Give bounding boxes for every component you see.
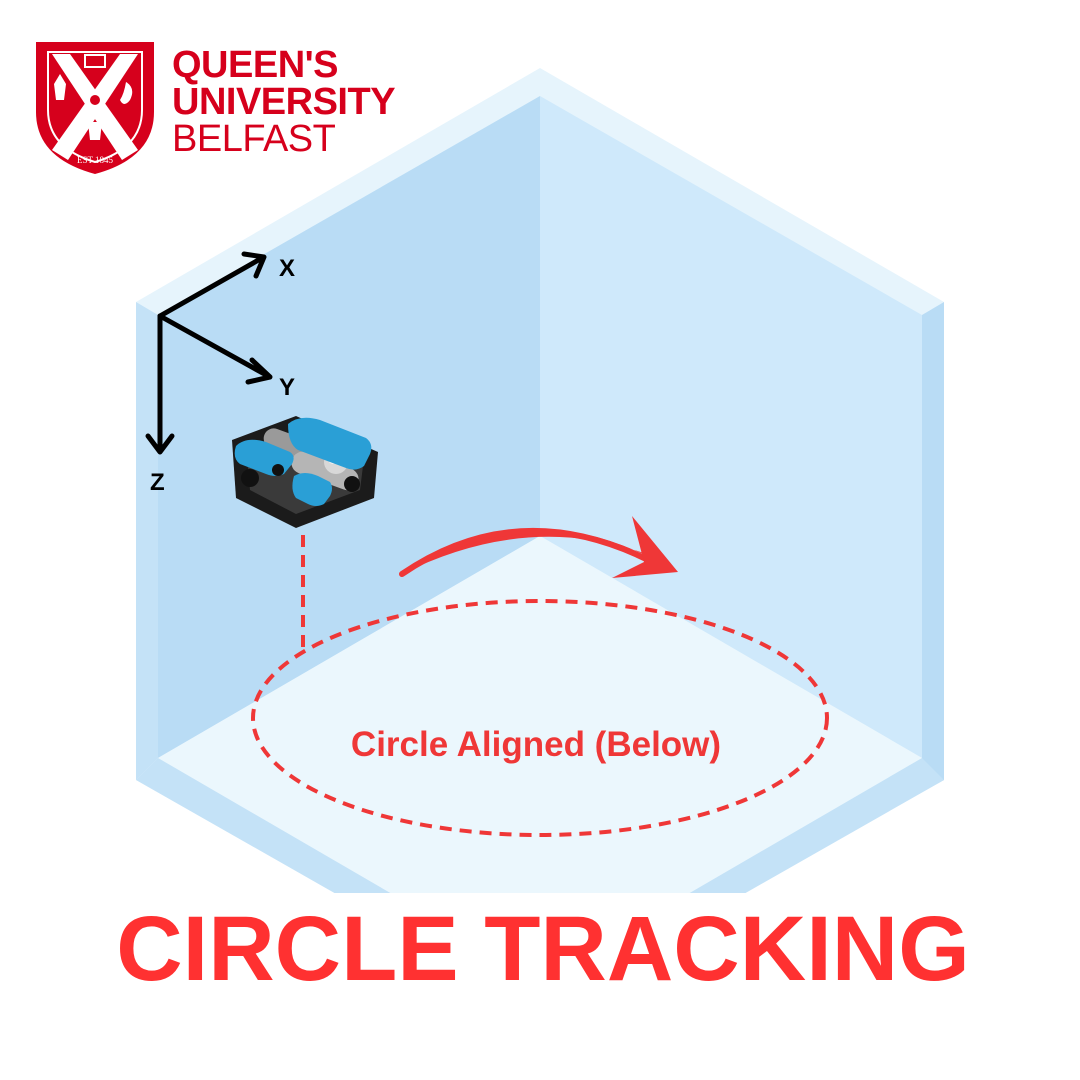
crest-established-text: EST 1845 — [77, 155, 114, 165]
tank-right-edge — [922, 302, 944, 792]
z-axis-label: Z — [150, 469, 165, 496]
y-axis-label: Y — [279, 374, 295, 401]
coordinate-axes — [145, 251, 273, 455]
university-logo: EST 1845 QUEEN'S UNIVERSITY BELFAST — [36, 42, 396, 174]
water-tank — [136, 68, 944, 1010]
logo-line-belfast: BELFAST — [172, 118, 336, 160]
rotation-arrowhead — [612, 516, 678, 578]
tank-right-wall — [540, 96, 922, 758]
x-axis-arrowhead — [241, 251, 267, 279]
tracking-circle — [251, 599, 829, 837]
x-axis-label: X — [279, 255, 295, 282]
title-band — [0, 893, 1080, 1080]
underwater-rov-icon — [232, 416, 378, 528]
y-axis-arrowhead — [245, 357, 273, 385]
logo-line-queens: QUEEN'S — [172, 44, 338, 86]
x-axis-line — [157, 255, 265, 319]
tank-left-edge — [136, 302, 158, 780]
main-title: CIRCLE TRACKING — [116, 898, 970, 1000]
logo-line-university: UNIVERSITY — [172, 81, 395, 123]
y-axis-line — [157, 313, 271, 379]
circle-label: Circle Aligned (Below) — [351, 725, 721, 764]
university-crest-icon — [36, 42, 154, 174]
rotation-arrow — [399, 516, 678, 578]
z-axis-arrowhead — [145, 433, 175, 455]
